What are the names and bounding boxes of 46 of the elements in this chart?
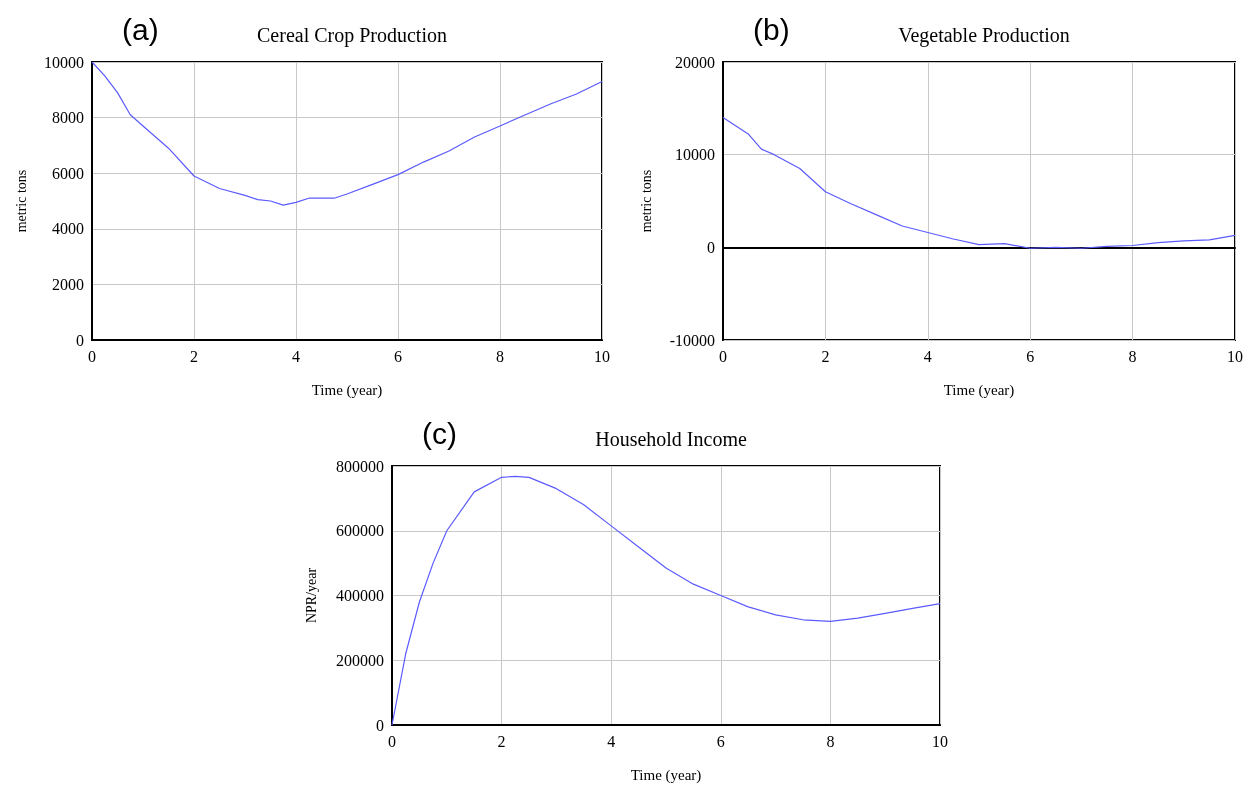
x-tick-label: 0	[388, 732, 396, 750]
x-tick-label: 6	[1026, 347, 1035, 365]
x-tick-label: 8	[496, 347, 504, 365]
y-tick-label: 8000	[52, 109, 84, 127]
x-tick-label: 6	[716, 732, 725, 750]
x-tick-label: 10	[1227, 347, 1243, 365]
x-tick-label: 0	[88, 347, 96, 365]
y-axis-title: NPR/year	[303, 567, 319, 624]
x-tick-label: 4	[607, 732, 616, 750]
x-tick-label: 2	[497, 732, 506, 750]
y-tick-label: 600000	[336, 522, 384, 540]
text: (c)	[422, 416, 457, 450]
chart-title: Household Income	[595, 428, 747, 450]
x-tick-label: 8	[1128, 347, 1137, 365]
x-axis-title: Time (year)	[311, 381, 383, 399]
y-tick-label: 0	[376, 716, 384, 734]
x-tick-label: 10	[594, 347, 610, 365]
y-tick-label: 800000	[336, 457, 384, 475]
x-axis-title: Time (year)	[630, 766, 702, 784]
y-axis-title: metric tons	[638, 169, 654, 233]
x-tick-label: 0	[719, 347, 727, 365]
y-tick-label: 20000	[675, 53, 715, 71]
text: (a)	[122, 12, 159, 46]
y-tick-label: 10000	[44, 53, 84, 71]
chart-title: Cereal Crop Production	[257, 24, 447, 47]
y-tick-label: 4000	[52, 220, 84, 238]
x-tick-label: 8	[826, 732, 835, 750]
x-tick-label: 4	[923, 347, 932, 365]
chart-title: Vegetable Production	[898, 24, 1070, 47]
text: (b)	[753, 12, 790, 46]
y-tick-label: 2000	[52, 275, 84, 293]
y-tick-label: 0	[76, 331, 84, 349]
y-tick-label: 400000	[336, 587, 384, 604]
y-tick-label: 10000	[675, 146, 715, 164]
x-tick-label: 2	[821, 347, 830, 365]
x-tick-label: 4	[292, 347, 300, 365]
y-tick-label: 0	[707, 238, 715, 256]
x-tick-label: 10	[932, 732, 948, 750]
line-series	[722, 117, 1236, 249]
y-axis-title: metric tons	[13, 169, 29, 233]
y-tick-label: 6000	[52, 164, 84, 182]
x-tick-label: 2	[190, 347, 198, 365]
y-tick-label: -10000	[669, 331, 715, 349]
x-tick-label: 6	[394, 347, 402, 365]
y-tick-label: 200000	[336, 651, 384, 669]
x-axis-title: Time (year)	[943, 381, 1015, 399]
